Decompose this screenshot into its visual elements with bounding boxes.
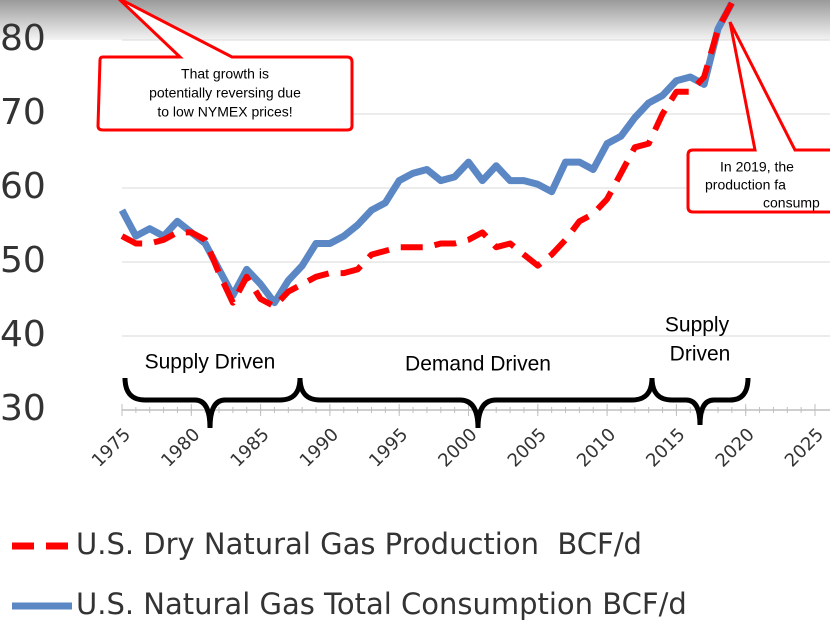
x-tick-label: 1985 <box>226 424 273 471</box>
annotation: consump <box>763 195 820 211</box>
brace-label: Supply <box>665 314 730 337</box>
plot <box>118 1 830 416</box>
legend-label: U.S. Natural Gas Total Consumption BCF/d <box>76 587 687 621</box>
x-tick-label: 1995 <box>365 424 412 471</box>
x-tick-label: 1980 <box>157 424 204 471</box>
legend-label: U.S. Dry Natural Gas Production BCF/d <box>76 527 642 561</box>
annotation: potentially reversing due <box>149 85 301 101</box>
y-tick-label: 30 <box>0 388 46 429</box>
x-tick-label: 1990 <box>296 424 343 471</box>
y-tick-label: 50 <box>0 240 46 281</box>
series-line <box>120 1 735 310</box>
annotation: That growth is <box>181 66 269 82</box>
y-tick-label: 40 <box>0 314 46 355</box>
legend: U.S. Dry Natural Gas Production BCF/d U.S… <box>12 527 687 621</box>
brace-label: Supply Driven <box>145 351 276 374</box>
y-tick-label: 80 <box>0 18 46 59</box>
annotation: In 2019, the <box>720 159 794 175</box>
x-tick-label: 1975 <box>88 424 135 471</box>
x-tick-label: 2025 <box>781 424 828 471</box>
annotations: That growth is potentially reversing due t… <box>145 66 820 376</box>
x-tick-label: 2015 <box>642 424 689 471</box>
x-tick-label: 2010 <box>573 424 620 471</box>
series-line <box>118 1 735 307</box>
y-tick-label: 70 <box>0 92 46 133</box>
brace <box>122 377 751 429</box>
brace-label: Demand Driven <box>405 353 551 376</box>
callout <box>96 0 830 214</box>
annotation: production fa <box>705 177 786 193</box>
x-tick-label: 2020 <box>712 424 759 471</box>
x-tick-label: 2000 <box>434 424 481 471</box>
brace-label: Driven <box>670 343 731 366</box>
x-tick-label: 2005 <box>504 424 551 471</box>
y-tick-label: 60 <box>0 166 46 207</box>
annotation: to low NYMEX prices! <box>157 104 292 120</box>
banner <box>0 0 830 40</box>
